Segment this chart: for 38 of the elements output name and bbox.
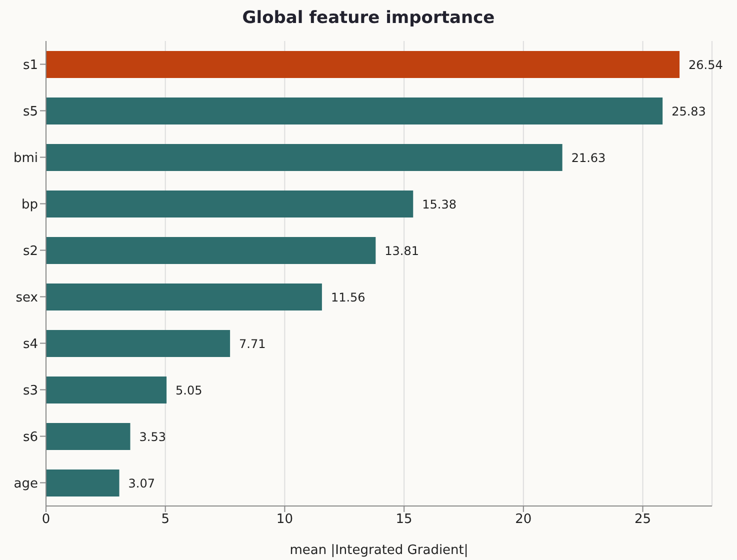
- bar: [46, 423, 130, 450]
- chart-title: Global feature importance: [241, 8, 496, 28]
- y-tick-label: s2: [22, 244, 38, 259]
- bar: [46, 51, 680, 78]
- y-tick-label: s6: [22, 430, 38, 445]
- data-label: 5.05: [176, 383, 202, 398]
- bar: [46, 330, 230, 357]
- y-tick-label: sex: [16, 290, 38, 306]
- x-tick-label: 25: [634, 512, 652, 528]
- bar: [46, 190, 414, 218]
- x-tick-label: 20: [515, 512, 532, 528]
- data-label: 13.81: [384, 244, 420, 258]
- y-tick-label: bmi: [13, 150, 38, 166]
- data-label: 15.38: [422, 197, 456, 212]
- bar: [46, 144, 562, 171]
- y-tick-label: s3: [22, 383, 38, 398]
- y-tick-label: age: [14, 476, 38, 492]
- bar: [46, 376, 167, 404]
- y-tick-label: s1: [22, 58, 38, 73]
- bar: [46, 284, 322, 310]
- x-axis-title: mean |Integrated Gradient|: [290, 543, 468, 558]
- data-label: 21.63: [571, 150, 606, 165]
- y-tick-label: s5: [22, 104, 38, 120]
- data-label: 3.53: [139, 430, 166, 444]
- x-tick-label: 5: [161, 512, 170, 528]
- data-label: 7.71: [239, 336, 266, 351]
- bar: [46, 470, 120, 496]
- y-tick-label: bp: [21, 197, 38, 212]
- bar: [46, 237, 376, 264]
- data-label: 11.56: [330, 290, 366, 304]
- x-tick-label: 15: [396, 512, 412, 528]
- data-label: 25.83: [672, 104, 706, 118]
- x-tick-label: 10: [276, 512, 293, 528]
- data-label: 26.54: [688, 58, 723, 72]
- y-tick-label: s4: [22, 336, 38, 352]
- x-tick-label: 0: [42, 512, 50, 528]
- data-label: 3.07: [128, 476, 156, 490]
- bar: [46, 98, 663, 124]
